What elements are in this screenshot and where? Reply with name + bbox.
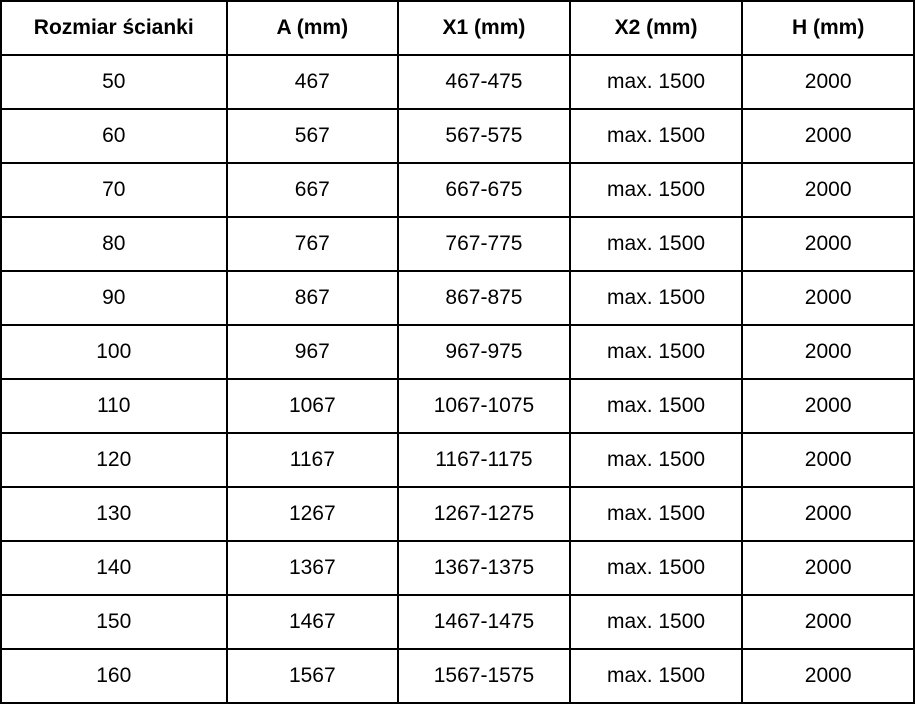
table-cell: 2000 xyxy=(741,486,915,542)
table-cell: max. 1500 xyxy=(568,648,744,704)
table-row: 100 967 967-975 max. 1500 2000 xyxy=(0,324,915,380)
table-cell: max. 1500 xyxy=(568,162,744,218)
table-cell: max. 1500 xyxy=(568,324,744,380)
table-cell: 140 xyxy=(0,540,228,596)
table-cell: 1167 xyxy=(225,432,400,488)
table-cell: 1567 xyxy=(225,648,400,704)
table-row: 130 1267 1267-1275 max. 1500 2000 xyxy=(0,486,915,542)
table-row: 60 567 567-575 max. 1500 2000 xyxy=(0,108,915,164)
table-cell: max. 1500 xyxy=(568,54,744,110)
table-cell: 467 xyxy=(225,54,400,110)
table-cell: 160 xyxy=(0,648,228,704)
table-cell: 2000 xyxy=(741,108,915,164)
table-cell: max. 1500 xyxy=(568,270,744,326)
table-cell: 2000 xyxy=(741,648,915,704)
table-cell: max. 1500 xyxy=(568,486,744,542)
table-row: 90 867 867-875 max. 1500 2000 xyxy=(0,270,915,326)
table-cell: 1467-1475 xyxy=(397,594,571,650)
table-row: 160 1567 1567-1575 max. 1500 2000 xyxy=(0,648,915,704)
table-row: 70 667 667-675 max. 1500 2000 xyxy=(0,162,915,218)
table-cell: max. 1500 xyxy=(568,594,744,650)
table-cell: 467-475 xyxy=(397,54,571,110)
table-cell: 2000 xyxy=(741,324,915,380)
table-cell: 60 xyxy=(0,108,228,164)
column-header: Rozmiar ścianki xyxy=(0,0,228,56)
table-cell: max. 1500 xyxy=(568,378,744,434)
table-cell: 2000 xyxy=(741,270,915,326)
table-body: 50 467 467-475 max. 1500 2000 60 567 567-575 max… xyxy=(0,54,915,704)
table-row: 50 467 467-475 max. 1500 2000 xyxy=(0,54,915,110)
column-header: X2 (mm) xyxy=(568,0,744,56)
column-header: A (mm) xyxy=(225,0,400,56)
table-cell: 2000 xyxy=(741,540,915,596)
table-cell: 130 xyxy=(0,486,228,542)
table-cell: 667 xyxy=(225,162,400,218)
table-cell: 767 xyxy=(225,216,400,272)
header-row: Rozmiar ścianki A (mm) X1 (mm) X2 (mm) H (mm… xyxy=(0,0,915,56)
table-row: 120 1167 1167-1175 max. 1500 2000 xyxy=(0,432,915,488)
table-cell: 967-975 xyxy=(397,324,571,380)
table-cell: 120 xyxy=(0,432,228,488)
table-cell: max. 1500 xyxy=(568,540,744,596)
table-cell: max. 1500 xyxy=(568,432,744,488)
table-cell: 2000 xyxy=(741,54,915,110)
table-cell: 2000 xyxy=(741,432,915,488)
table-cell: 867-875 xyxy=(397,270,571,326)
table-cell: 1067 xyxy=(225,378,400,434)
table-cell: 1267 xyxy=(225,486,400,542)
table-cell: 1067-1075 xyxy=(397,378,571,434)
table-cell: max. 1500 xyxy=(568,216,744,272)
table-cell: 967 xyxy=(225,324,400,380)
column-header: H (mm) xyxy=(741,0,915,56)
table-cell: 1567-1575 xyxy=(397,648,571,704)
table-cell: 90 xyxy=(0,270,228,326)
table-cell: 70 xyxy=(0,162,228,218)
table-cell: 2000 xyxy=(741,594,915,650)
table-cell: 80 xyxy=(0,216,228,272)
table-row: 110 1067 1067-1075 max. 1500 2000 xyxy=(0,378,915,434)
table-cell: 1267-1275 xyxy=(397,486,571,542)
table-cell: 2000 xyxy=(741,162,915,218)
table-cell: 1367-1375 xyxy=(397,540,571,596)
column-header: X1 (mm) xyxy=(397,0,571,56)
table-cell: 567 xyxy=(225,108,400,164)
table-row: 140 1367 1367-1375 max. 1500 2000 xyxy=(0,540,915,596)
table-cell: 667-675 xyxy=(397,162,571,218)
table-cell: 110 xyxy=(0,378,228,434)
table-row: 150 1467 1467-1475 max. 1500 2000 xyxy=(0,594,915,650)
table-cell: 767-775 xyxy=(397,216,571,272)
table-cell: 1367 xyxy=(225,540,400,596)
table-cell: 100 xyxy=(0,324,228,380)
table-cell: 1467 xyxy=(225,594,400,650)
table-row: 80 767 767-775 max. 1500 2000 xyxy=(0,216,915,272)
table-cell: 2000 xyxy=(741,378,915,434)
table-cell: 867 xyxy=(225,270,400,326)
table-cell: 2000 xyxy=(741,216,915,272)
table-cell: 567-575 xyxy=(397,108,571,164)
table-cell: max. 1500 xyxy=(568,108,744,164)
table-cell: 150 xyxy=(0,594,228,650)
table-cell: 50 xyxy=(0,54,228,110)
table-cell: 1167-1175 xyxy=(397,432,571,488)
